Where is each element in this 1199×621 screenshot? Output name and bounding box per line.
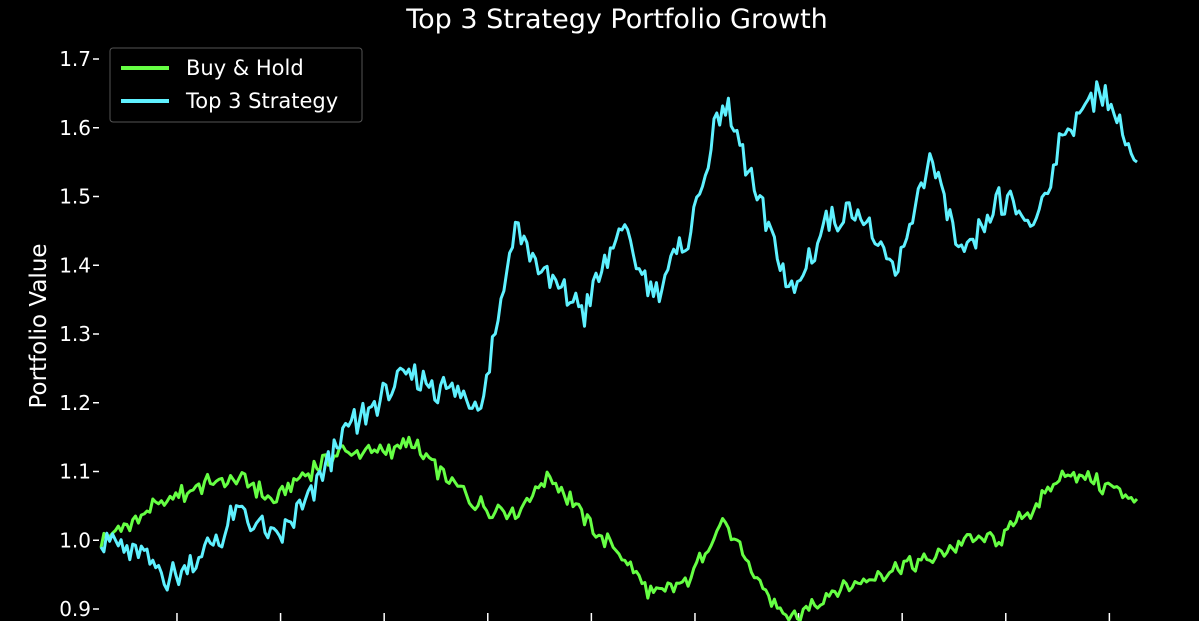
legend-label-buy-and-hold: Buy & Hold [186,56,304,80]
y-tick-label: 1.0 [59,528,91,552]
legend-label-top-3-strategy: Top 3 Strategy [185,89,338,113]
y-tick-label: 1.3 [59,322,91,346]
y-axis-label: Portfolio Value [26,243,52,408]
y-tick-label: 1.7 [59,47,91,71]
y-tick-label: 1.2 [59,391,91,415]
legend-box [109,47,363,123]
legend: Buy & Hold Top 3 Strategy [109,47,363,123]
y-tick-label: 0.9 [59,597,91,621]
series-lines [99,80,1139,621]
series-line-top-3-strategy [99,80,1138,592]
y-tick-label: 1.6 [59,116,91,140]
y-tick-label: 1.1 [59,460,91,484]
y-tick-label: 1.4 [59,253,91,277]
series-line-buy-and-hold [99,435,1139,621]
y-tick-label: 1.5 [59,185,91,209]
chart-title: Top 3 Strategy Portfolio Growth [405,4,828,35]
y-axis-ticks: 0.9 1.0 1.1 1.2 1.3 1.4 1.5 1.6 1.7 [59,47,99,621]
